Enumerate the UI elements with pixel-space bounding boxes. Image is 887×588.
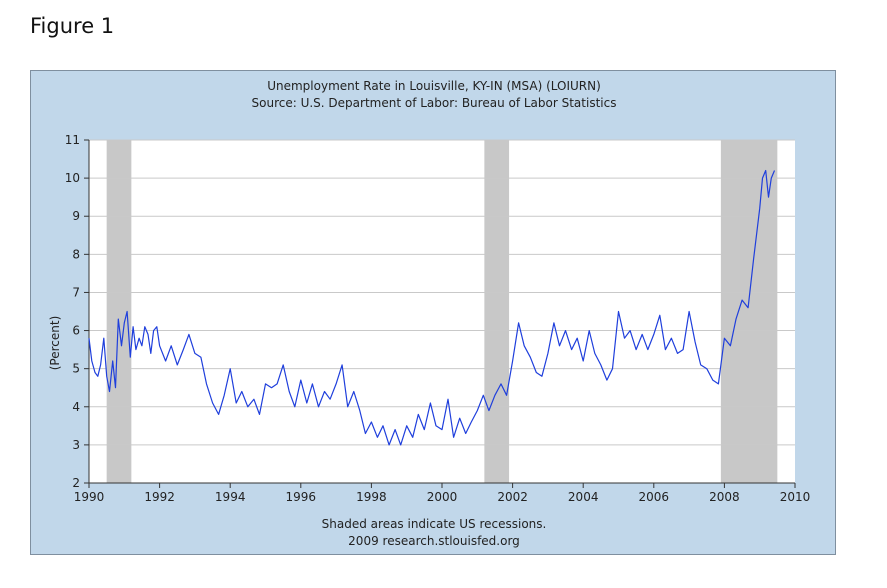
chart-subtitle: Source: U.S. Department of Labor: Bureau…	[251, 96, 617, 110]
x-tick-label: 2006	[639, 490, 670, 504]
x-tick-label: 2004	[568, 490, 599, 504]
x-tick-label: 1992	[144, 490, 175, 504]
x-tick-label: 1996	[286, 490, 317, 504]
x-tick-label: 1998	[356, 490, 387, 504]
y-tick-label: 4	[72, 400, 80, 414]
chart-frame: Unemployment Rate in Louisville, KY-IN (…	[30, 70, 836, 555]
y-tick-label: 2	[72, 476, 80, 490]
y-tick-label: 8	[72, 247, 80, 261]
footnote-source: 2009 research.stlouisfed.org	[348, 534, 520, 548]
figure-label: Figure 1	[30, 14, 115, 38]
y-tick-label: 3	[72, 438, 80, 452]
chart-title: Unemployment Rate in Louisville, KY-IN (…	[267, 79, 601, 93]
x-tick-label: 2008	[709, 490, 740, 504]
plot-area	[89, 140, 795, 483]
x-tick-label: 1990	[74, 490, 105, 504]
recession-band	[484, 140, 510, 483]
y-tick-label: 5	[72, 362, 80, 376]
footnote-recessions: Shaded areas indicate US recessions.	[321, 517, 547, 531]
x-tick-label: 2002	[497, 490, 528, 504]
x-tick-label: 2010	[780, 490, 811, 504]
x-tick-label: 2000	[427, 490, 458, 504]
x-tick-label: 1994	[215, 490, 246, 504]
y-tick-label: 11	[65, 133, 80, 147]
y-tick-label: 6	[72, 324, 80, 338]
y-tick-label: 7	[72, 285, 80, 299]
series-line	[88, 169, 776, 446]
y-tick-label: 10	[65, 171, 80, 185]
y-tick-label: 9	[72, 209, 80, 223]
line-chart: 2 3 4 5 6 7 8 9 10 11 1990 1992 1994 1996 1998 2000 2002…	[65, 133, 811, 504]
